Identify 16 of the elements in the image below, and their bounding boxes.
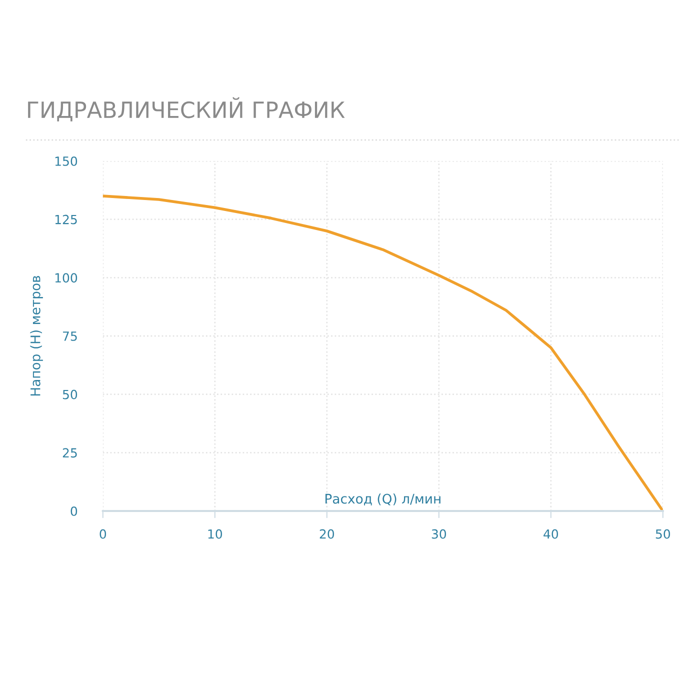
y-tick-label: 50 <box>62 390 78 400</box>
x-tick-label: 10 <box>208 529 222 539</box>
x-tick-label: 50 <box>656 529 670 539</box>
y-tick-label: 25 <box>62 448 77 458</box>
chart-title: ГИДРАВЛИЧЕСКИЙ ГРАФИК <box>28 97 345 122</box>
x-axis-title: Расход (Q) л/мин <box>325 494 440 506</box>
x-tick-label: 30 <box>432 529 446 539</box>
y-tick-label: 75 <box>63 332 77 341</box>
y-tick-label: 0 <box>70 506 78 516</box>
y-tick-label: 150 <box>55 156 78 166</box>
y-tick-label: 125 <box>55 214 77 224</box>
x-tick-label: 20 <box>320 529 334 539</box>
y-axis-title: Напор (H) метров <box>30 276 43 396</box>
x-tick-label: 40 <box>544 529 558 539</box>
x-tick-label: 0 <box>100 529 106 539</box>
y-tick-label: 100 <box>55 273 78 283</box>
